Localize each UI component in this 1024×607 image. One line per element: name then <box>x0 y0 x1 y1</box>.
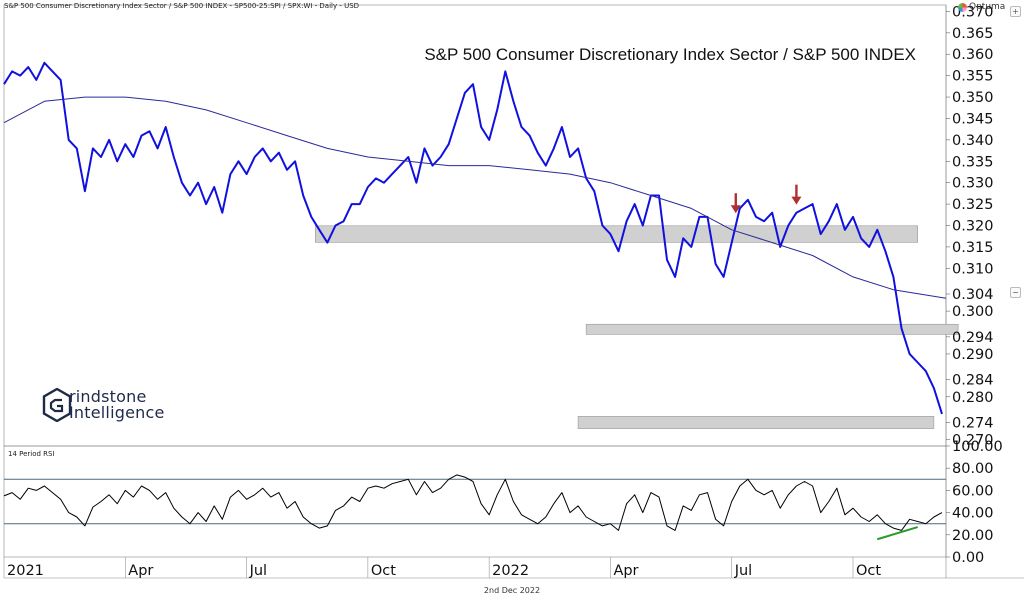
divergence-line <box>876 526 918 541</box>
x-tick-label: Jul <box>734 563 753 579</box>
y-tick-label: 0.290 <box>952 347 994 363</box>
rsi-panel-frame <box>3 445 947 558</box>
rsi-y-tick-label: 40.00 <box>952 506 994 522</box>
support-zone <box>585 323 959 335</box>
y-tick-label: 0.335 <box>952 154 994 170</box>
chart-title: S&P 500 Consumer Discretionary Index Sec… <box>424 45 916 64</box>
y-tick-label: 0.330 <box>952 176 994 192</box>
arrow-head <box>791 196 802 205</box>
chart-header-subtitle: S&P 500 Consumer Discretionary Index Sec… <box>4 2 360 10</box>
y-tick-label: 0.345 <box>952 111 994 127</box>
series-line-ratio <box>3 61 943 415</box>
y-tick-label: 0.360 <box>952 47 994 63</box>
x-tick-label: Apr <box>613 563 638 579</box>
y-tick-label: 0.284 <box>952 373 994 389</box>
y-tick-label: 0.304 <box>952 287 994 303</box>
y-tick-label: 0.355 <box>952 69 994 85</box>
rsi-y-tick-label: 100.00 <box>952 439 1003 455</box>
series-line-rsi <box>3 474 943 531</box>
series-line-moving-average <box>3 96 947 299</box>
down-arrow-icon <box>791 184 802 205</box>
y-tick-label: 0.320 <box>952 219 994 235</box>
brand-name: Optuma <box>969 2 1006 12</box>
logo-line-1: rindstone <box>69 387 147 406</box>
support-zone <box>577 416 935 429</box>
support-zone <box>315 225 918 243</box>
x-tick-label: 2022 <box>492 563 529 579</box>
rsi-panel-title: 14 Period RSI <box>8 450 55 458</box>
rsi-y-tick-label: 20.00 <box>952 528 994 544</box>
rsi-y-tick-label: 0.00 <box>952 550 984 566</box>
watermark-logo: rindstone Intelligence <box>42 388 165 422</box>
x-tick-label: Jul <box>249 563 268 579</box>
y-tick-label: 0.280 <box>952 390 994 406</box>
y-tick-label: 0.340 <box>952 133 994 149</box>
rsi-y-tick-label: 80.00 <box>952 461 994 477</box>
down-arrow-icon <box>730 193 741 214</box>
zoom-in-button[interactable]: + <box>1010 6 1021 17</box>
y-tick-label: 0.315 <box>952 240 994 256</box>
x-tick-label: Oct <box>856 563 881 579</box>
optuma-logo-icon <box>958 2 967 12</box>
y-tick-label: 0.365 <box>952 26 994 42</box>
chart-footer-date: 2nd Dec 2022 <box>483 586 541 595</box>
zoom-out-button[interactable]: − <box>1010 287 1021 298</box>
y-tick-label: 0.300 <box>952 304 994 320</box>
y-tick-label: 0.294 <box>952 330 994 346</box>
x-tick-label: Apr <box>128 563 153 579</box>
y-tick-label: 0.325 <box>952 197 994 213</box>
brand-logo: Optuma <box>958 2 1005 12</box>
arrow-head <box>730 205 741 214</box>
y-tick-label: 0.350 <box>952 90 994 106</box>
y-tick-label: 0.270 <box>952 433 994 449</box>
logo-line-2: Intelligence <box>69 403 165 422</box>
x-tick-label: 2021 <box>7 563 44 579</box>
hexagon-g-icon <box>42 388 72 422</box>
rsi-y-tick-label: 60.00 <box>952 483 994 499</box>
y-tick-label: 0.310 <box>952 261 994 277</box>
x-tick-label: Oct <box>371 563 396 579</box>
y-tick-label: 0.274 <box>952 415 994 431</box>
